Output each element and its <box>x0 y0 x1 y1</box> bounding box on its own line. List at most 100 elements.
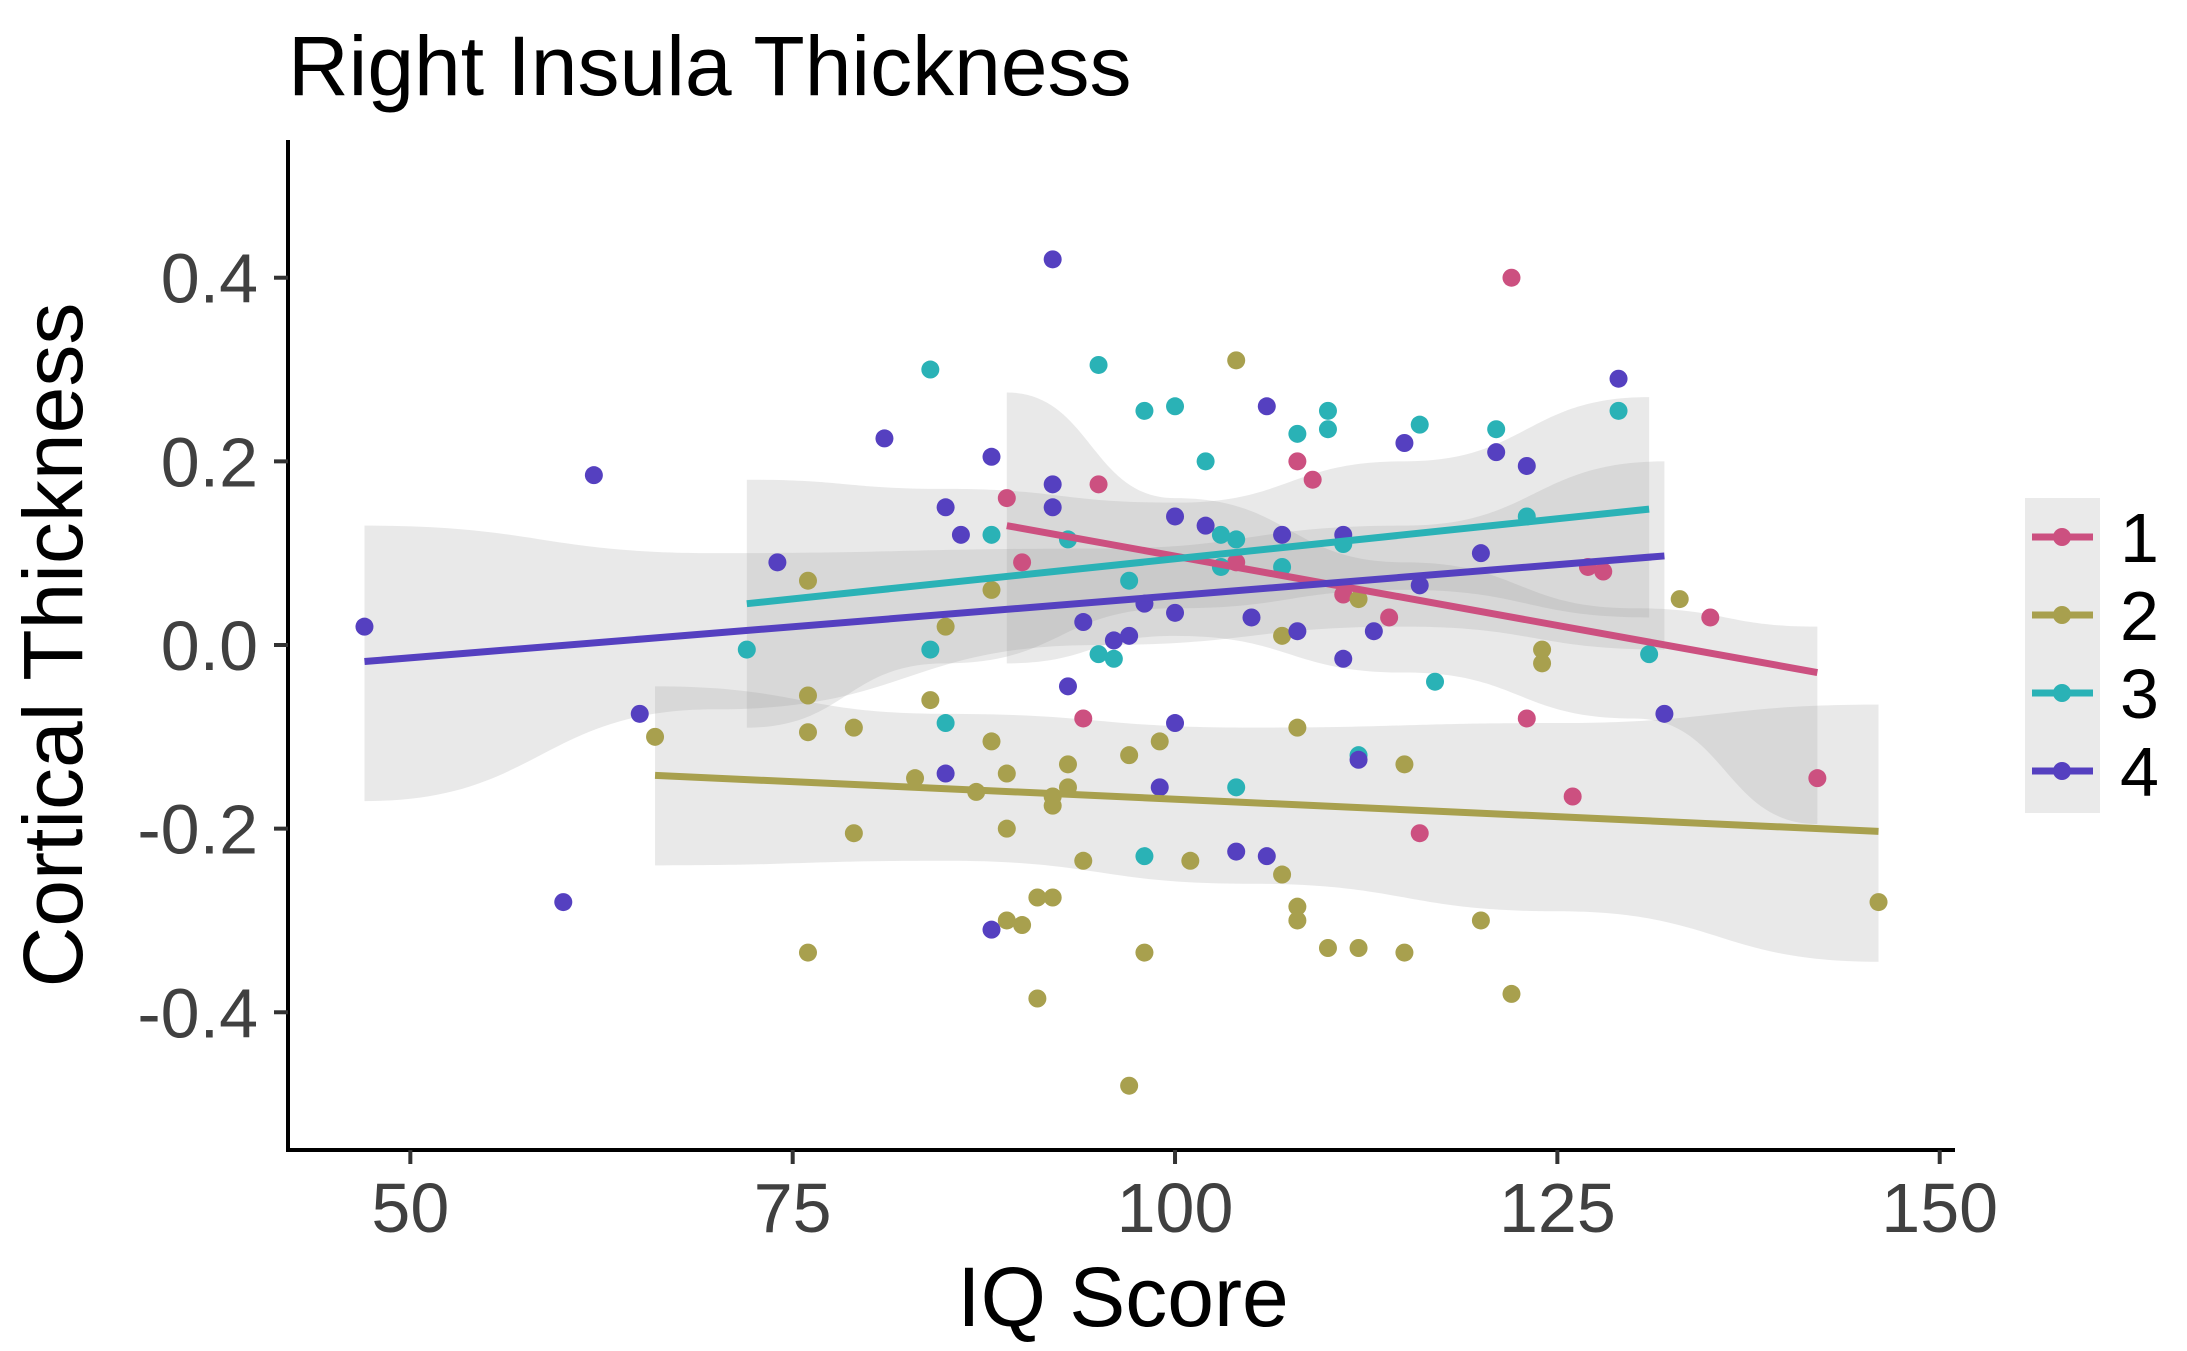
data-point-series-3 <box>921 360 940 379</box>
data-point-series-3 <box>737 640 756 659</box>
data-point-series-2 <box>1318 939 1337 957</box>
data-point-series-2 <box>1043 888 1062 907</box>
data-point-series-2 <box>1120 746 1139 765</box>
data-point-series-2 <box>1670 590 1689 609</box>
data-point-series-4 <box>1043 498 1062 517</box>
data-point-series-2 <box>1533 640 1552 659</box>
data-point-series-1 <box>997 489 1016 508</box>
data-point-series-3 <box>1410 415 1429 434</box>
data-point-series-2 <box>906 769 925 788</box>
x-axis-title: IQ Score <box>957 1250 1288 1344</box>
data-point-series-4 <box>1043 250 1062 269</box>
data-point-series-2 <box>997 764 1016 783</box>
data-point-series-1 <box>1288 452 1307 471</box>
data-point-series-4 <box>1166 603 1185 622</box>
y-tick-label: 0.4 <box>161 240 258 318</box>
y-tick-label: -0.4 <box>137 974 258 1052</box>
data-point-series-2 <box>1288 897 1307 916</box>
y-tick-label: 0.2 <box>161 423 258 501</box>
data-point-series-1 <box>1089 475 1108 494</box>
data-point-series-2 <box>1150 732 1169 751</box>
data-point-series-3 <box>921 640 940 659</box>
data-point-series-4 <box>554 893 573 912</box>
data-point-series-2 <box>1013 916 1032 935</box>
data-point-series-2 <box>1349 590 1368 609</box>
data-point-series-3 <box>1135 847 1154 866</box>
data-point-series-3 <box>1089 355 1108 374</box>
data-point-series-3 <box>1640 645 1659 664</box>
data-point-series-2 <box>936 617 955 636</box>
data-point-series-4 <box>1150 778 1169 797</box>
legend-key-point-2 <box>2053 606 2071 624</box>
trend-line-2 <box>654 771 1879 835</box>
data-point-series-3 <box>1318 420 1337 439</box>
legend-key-point-1 <box>2053 528 2071 546</box>
trend-lines <box>364 505 1879 835</box>
data-point-series-1 <box>1013 553 1032 572</box>
data-point-series-4 <box>936 498 955 517</box>
data-point-series-2 <box>1028 888 1047 907</box>
data-point-series-2 <box>1869 893 1888 912</box>
data-point-series-3 <box>936 714 955 733</box>
data-point-series-4 <box>1288 622 1307 641</box>
data-point-series-4 <box>584 466 603 485</box>
legend-label-3: 3 <box>2120 655 2159 733</box>
data-point-series-2 <box>1028 989 1047 1008</box>
data-point-series-2 <box>1395 755 1414 774</box>
data-point-series-1 <box>1502 268 1521 287</box>
data-point-series-3 <box>1120 571 1139 590</box>
data-point-series-2 <box>1181 851 1200 870</box>
data-point-series-4 <box>630 704 649 723</box>
trend-line-1 <box>1006 522 1818 676</box>
data-point-series-2 <box>1273 626 1292 645</box>
data-point-series-4 <box>1349 750 1368 769</box>
data-point-series-2 <box>1395 943 1414 962</box>
data-point-series-4 <box>982 447 1001 466</box>
data-point-series-4 <box>936 764 955 783</box>
data-point-series-3 <box>1609 401 1628 420</box>
data-point-series-3 <box>1135 401 1154 420</box>
data-point-series-1 <box>1808 769 1827 788</box>
data-point-series-2 <box>1074 851 1093 870</box>
confidence-band-2 <box>655 686 1879 962</box>
data-point-series-2 <box>798 571 817 590</box>
data-point-series-4 <box>1104 631 1123 650</box>
data-point-series-4 <box>1273 525 1292 544</box>
data-point-series-4 <box>1166 714 1185 733</box>
x-tick-label: 50 <box>371 1169 449 1247</box>
data-point-series-2 <box>921 691 940 710</box>
data-point-series-2 <box>798 723 817 742</box>
data-point-series-2 <box>844 824 863 843</box>
data-point-series-3 <box>1089 645 1108 664</box>
data-point-series-2 <box>997 819 1016 838</box>
legend-key-point-4 <box>2053 762 2071 780</box>
legend-label-1: 1 <box>2120 499 2159 577</box>
confidence-band-1 <box>1006 392 1818 825</box>
data-point-series-4 <box>1120 626 1139 645</box>
data-point-series-3 <box>1426 672 1445 691</box>
data-point-series-4 <box>1227 842 1246 861</box>
data-point-series-3 <box>1288 424 1307 443</box>
data-point-series-4 <box>875 429 894 448</box>
data-point-series-2 <box>1227 351 1246 370</box>
data-point-series-4 <box>1609 369 1628 388</box>
data-point-series-4 <box>1334 649 1353 668</box>
data-point-series-2 <box>1120 1076 1139 1095</box>
data-point-series-2 <box>1349 939 1368 957</box>
legend-label-2: 2 <box>2120 577 2159 655</box>
chart-title: Right Insula Thickness <box>288 19 1132 113</box>
trend-line-3 <box>746 505 1650 608</box>
data-point-series-4 <box>768 553 787 572</box>
data-point-series-2 <box>798 943 817 962</box>
x-tick-label: 150 <box>1881 1169 1998 1247</box>
data-point-series-4 <box>1364 622 1383 641</box>
data-point-series-2 <box>1135 943 1154 962</box>
data-point-series-1 <box>1594 562 1613 581</box>
data-point-series-4 <box>1410 576 1429 595</box>
data-point-series-2 <box>1533 654 1552 673</box>
data-point-series-4 <box>1257 847 1276 866</box>
data-point-series-2 <box>1273 865 1292 884</box>
data-point-series-1 <box>1303 470 1322 489</box>
data-point-series-2 <box>1288 911 1307 930</box>
